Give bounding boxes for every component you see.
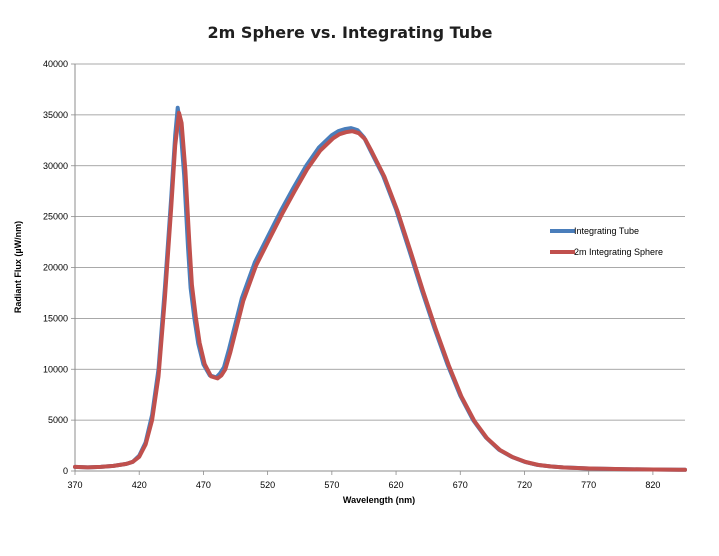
x-tick-label: 820 xyxy=(645,480,660,490)
legend-label: Integrating Tube xyxy=(574,226,639,236)
x-tick-label: 620 xyxy=(389,480,404,490)
x-tick-label: 570 xyxy=(324,480,339,490)
y-tick-labels: 0 5000 10000 15000 20000 25000 30000 35000 40000 xyxy=(43,59,68,476)
y-tick-label: 25000 xyxy=(43,212,68,222)
x-tick-label: 370 xyxy=(67,480,82,490)
y-tick-label: 10000 xyxy=(43,364,68,374)
x-tick-label: 420 xyxy=(132,480,147,490)
y-tick-label: 30000 xyxy=(43,161,68,171)
y-tick-label: 20000 xyxy=(43,263,68,273)
legend: Integrating Tube 2m Integrating Sphere xyxy=(550,226,663,257)
series-line-integrating-sphere xyxy=(73,110,687,472)
x-tick-label: 720 xyxy=(517,480,532,490)
legend-label: 2m Integrating Sphere xyxy=(574,247,663,257)
x-tick-label: 770 xyxy=(581,480,596,490)
x-tick-label: 670 xyxy=(453,480,468,490)
x-tick-label: 470 xyxy=(196,480,211,490)
y-tick-label: 5000 xyxy=(48,415,68,425)
series-lines xyxy=(73,105,687,472)
x-tick-label: 520 xyxy=(260,480,275,490)
y-tick-label: 15000 xyxy=(43,313,68,323)
x-tick-labels: 370 420 470 520 570 620 670 720 770 820 xyxy=(67,480,660,490)
y-axis-label: Radiant Flux (µW/nm) xyxy=(13,221,23,313)
axes xyxy=(71,63,685,475)
x-axis-label: Wavelength (nm) xyxy=(343,495,415,505)
y-tick-label: 35000 xyxy=(43,110,68,120)
chart-title: 2m Sphere vs. Integrating Tube xyxy=(208,23,493,42)
y-tick-label: 0 xyxy=(63,466,68,476)
y-tick-label: 40000 xyxy=(43,59,68,69)
